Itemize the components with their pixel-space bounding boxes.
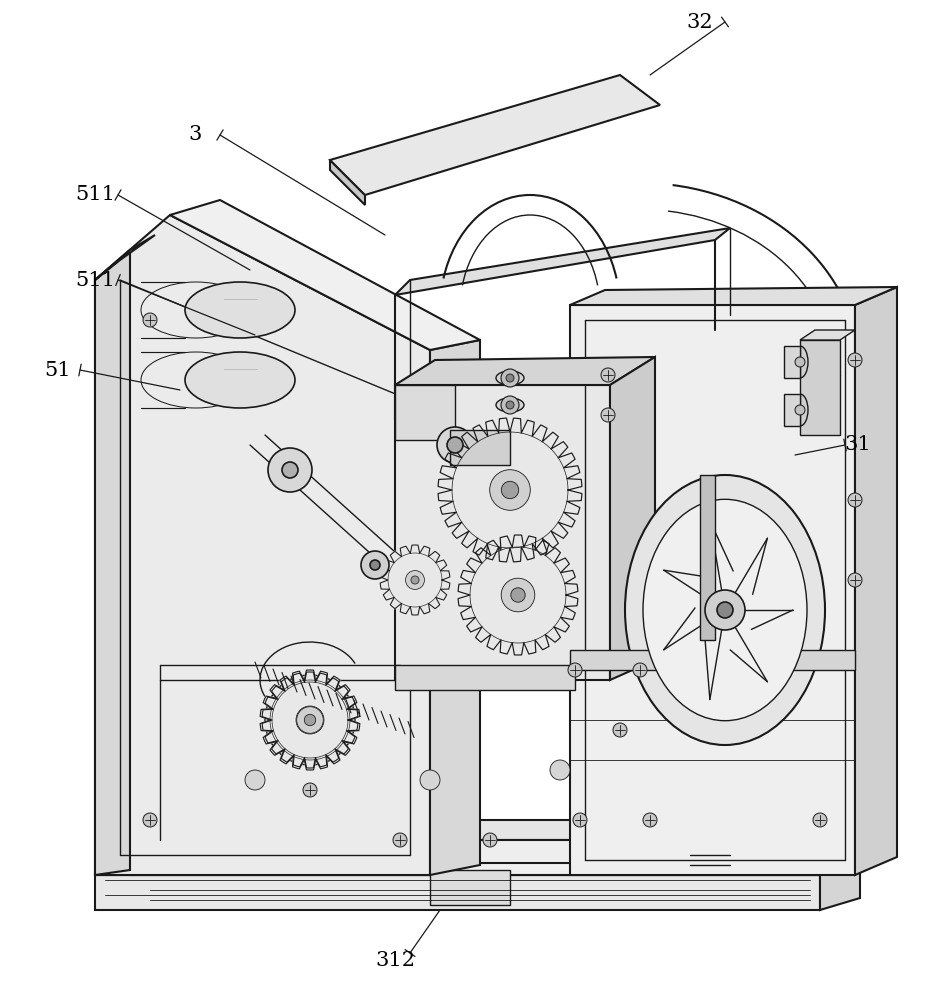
Circle shape xyxy=(506,401,514,409)
Text: 51: 51 xyxy=(45,360,71,379)
Polygon shape xyxy=(855,287,897,875)
Polygon shape xyxy=(260,670,359,770)
Circle shape xyxy=(848,353,862,367)
Polygon shape xyxy=(395,385,455,440)
Polygon shape xyxy=(95,215,430,875)
Circle shape xyxy=(490,470,531,510)
Polygon shape xyxy=(570,287,897,305)
Circle shape xyxy=(143,813,157,827)
Circle shape xyxy=(282,462,298,478)
Polygon shape xyxy=(95,250,130,875)
Circle shape xyxy=(297,707,323,733)
Circle shape xyxy=(268,448,312,492)
Polygon shape xyxy=(95,875,820,910)
Polygon shape xyxy=(820,863,860,910)
Text: 32: 32 xyxy=(687,12,713,31)
Text: 312: 312 xyxy=(375,950,415,970)
Circle shape xyxy=(848,573,862,587)
Circle shape xyxy=(303,783,317,797)
Circle shape xyxy=(705,590,745,630)
Polygon shape xyxy=(395,385,610,680)
Polygon shape xyxy=(458,535,578,655)
Polygon shape xyxy=(570,305,855,875)
Circle shape xyxy=(601,368,615,382)
Circle shape xyxy=(437,427,473,463)
Circle shape xyxy=(143,313,157,327)
Polygon shape xyxy=(430,870,510,905)
Circle shape xyxy=(304,714,316,726)
Polygon shape xyxy=(130,840,820,875)
Circle shape xyxy=(304,714,315,726)
Circle shape xyxy=(245,770,265,790)
Ellipse shape xyxy=(496,371,524,385)
Text: 511: 511 xyxy=(75,270,115,290)
Polygon shape xyxy=(820,820,860,875)
Polygon shape xyxy=(395,357,655,385)
Circle shape xyxy=(573,813,587,827)
Polygon shape xyxy=(262,672,358,768)
Polygon shape xyxy=(330,75,660,195)
Polygon shape xyxy=(430,340,480,875)
Circle shape xyxy=(613,723,627,737)
Text: 31: 31 xyxy=(844,436,871,454)
Circle shape xyxy=(795,405,805,415)
Circle shape xyxy=(633,663,647,677)
Circle shape xyxy=(511,588,525,602)
Polygon shape xyxy=(130,820,860,840)
Polygon shape xyxy=(800,340,840,435)
Circle shape xyxy=(813,813,827,827)
Polygon shape xyxy=(95,235,155,280)
Circle shape xyxy=(643,813,657,827)
Ellipse shape xyxy=(625,475,825,745)
Circle shape xyxy=(550,760,570,780)
Circle shape xyxy=(483,833,497,847)
Ellipse shape xyxy=(185,282,295,338)
Polygon shape xyxy=(700,475,715,640)
Circle shape xyxy=(795,357,805,367)
Circle shape xyxy=(411,576,419,584)
Circle shape xyxy=(506,374,514,382)
Ellipse shape xyxy=(185,352,295,408)
Polygon shape xyxy=(784,346,800,378)
Circle shape xyxy=(393,833,407,847)
Circle shape xyxy=(370,560,380,570)
Text: 511: 511 xyxy=(75,186,115,205)
Circle shape xyxy=(501,578,534,612)
Circle shape xyxy=(501,369,519,387)
Circle shape xyxy=(405,571,424,589)
Polygon shape xyxy=(438,418,582,562)
Polygon shape xyxy=(450,430,510,465)
Polygon shape xyxy=(395,228,730,295)
Circle shape xyxy=(502,481,519,499)
Polygon shape xyxy=(95,863,860,875)
Circle shape xyxy=(296,706,324,734)
Ellipse shape xyxy=(496,398,524,412)
Circle shape xyxy=(361,551,389,579)
Circle shape xyxy=(848,493,862,507)
Text: 3: 3 xyxy=(188,125,201,144)
Polygon shape xyxy=(610,357,655,680)
Circle shape xyxy=(717,602,733,618)
Polygon shape xyxy=(395,665,575,690)
Ellipse shape xyxy=(643,499,807,721)
Polygon shape xyxy=(800,330,855,340)
Polygon shape xyxy=(784,394,800,426)
Polygon shape xyxy=(380,545,450,615)
Circle shape xyxy=(447,437,463,453)
Polygon shape xyxy=(570,650,855,670)
Polygon shape xyxy=(330,160,365,205)
Circle shape xyxy=(420,770,440,790)
Polygon shape xyxy=(170,200,480,350)
Circle shape xyxy=(501,396,519,414)
Circle shape xyxy=(265,675,355,765)
Circle shape xyxy=(568,663,582,677)
Circle shape xyxy=(601,408,615,422)
